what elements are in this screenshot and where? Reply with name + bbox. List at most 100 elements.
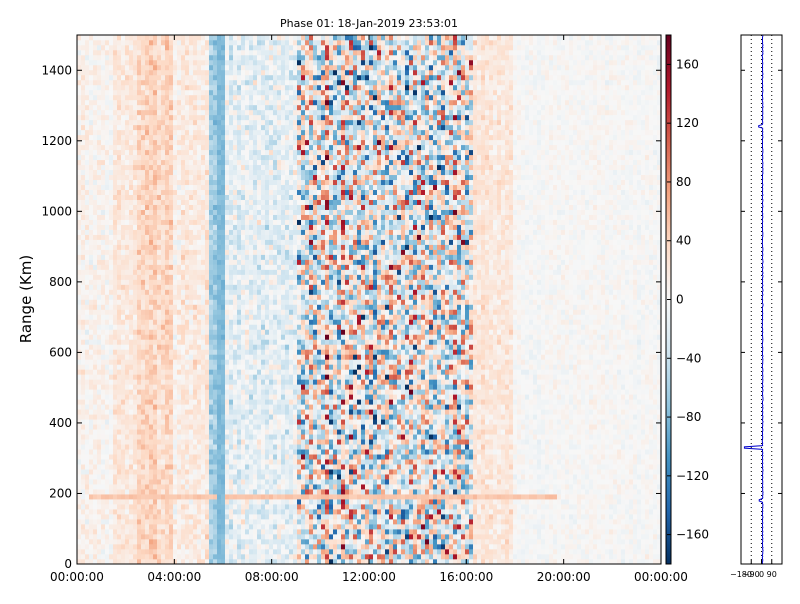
heatmap-cell (105, 204, 110, 210)
heatmap-cell (197, 94, 202, 101)
heatmap-cell (109, 89, 114, 96)
heatmap-cell (157, 54, 162, 61)
heatmap-cell (125, 134, 130, 141)
heatmap-cell (233, 214, 238, 220)
heatmap-cell (85, 169, 90, 176)
heatmap-cell (253, 414, 258, 420)
heatmap-cell (197, 74, 202, 81)
heatmap-cell (105, 229, 110, 235)
heatmap-cell (205, 414, 210, 420)
heatmap-cell (241, 509, 246, 515)
heatmap-cell (93, 499, 98, 505)
heatmap-cell (81, 89, 86, 96)
heatmap-cell (89, 504, 94, 510)
heatmap-cell (233, 249, 238, 255)
heatmap-cell (257, 474, 262, 480)
heatmap-cell (161, 49, 166, 56)
heatmap-cell (225, 429, 230, 435)
heatmap-cell (101, 369, 106, 375)
heatmap-cell (121, 284, 126, 290)
heatmap-cell (137, 524, 142, 530)
heatmap-cell (161, 489, 166, 495)
heatmap-cell (157, 494, 162, 500)
heatmap-cell (257, 114, 262, 121)
heatmap-cell (253, 314, 258, 320)
heatmap-cell (181, 309, 186, 315)
heatmap-cell (225, 534, 230, 540)
heatmap-cell (133, 304, 138, 310)
heatmap-cell (93, 39, 98, 46)
heatmap-cell (181, 329, 186, 335)
heatmap-cell (101, 35, 106, 41)
heatmap-cell (97, 114, 102, 121)
heatmap-cell (233, 229, 238, 235)
heatmap-cell (201, 174, 206, 181)
heatmap-cell (261, 129, 266, 136)
heatmap-cell (253, 334, 258, 340)
heatmap-cell (129, 429, 134, 435)
heatmap-cell (245, 369, 250, 375)
heatmap-cell (173, 379, 178, 385)
heatmap-cell (137, 539, 142, 545)
heatmap-cell (129, 384, 134, 390)
heatmap-cell (133, 554, 138, 560)
heatmap-cell (105, 314, 110, 320)
heatmap-cell (89, 119, 94, 126)
heatmap-cell (121, 514, 126, 520)
heatmap-cell (173, 359, 178, 365)
heatmap-cell (257, 319, 262, 325)
heatmap-cell (241, 199, 246, 205)
heatmap-cell (121, 529, 126, 535)
heatmap-cell (165, 494, 170, 500)
heatmap-cell (145, 49, 150, 56)
heatmap-cell (77, 409, 82, 415)
heatmap-cell (105, 299, 110, 305)
heatmap-cell (145, 264, 150, 270)
heatmap-cell (153, 129, 158, 136)
heatmap-cell (169, 469, 174, 475)
heatmap-cell (149, 559, 154, 565)
heatmap-cell (101, 354, 106, 360)
heatmap-cell (133, 334, 138, 340)
heatmap-cell (97, 364, 102, 370)
heatmap-cell (85, 434, 90, 440)
heatmap-cell (81, 304, 86, 310)
heatmap-cell (209, 359, 214, 365)
heatmap-cell (149, 509, 154, 515)
heatmap-cell (197, 99, 202, 106)
heatmap-cell (133, 69, 138, 76)
heatmap-cell (105, 324, 110, 330)
heatmap-cell (221, 259, 226, 265)
heatmap-cell (229, 79, 234, 86)
heatmap-cell (145, 284, 150, 290)
heatmap-cell (145, 344, 150, 350)
heatmap-cell (173, 284, 178, 290)
heatmap-cell (113, 469, 118, 475)
heatmap-cell (97, 279, 102, 285)
heatmap-cell (189, 204, 194, 210)
heatmap-cell (165, 204, 170, 210)
heatmap-cell (149, 204, 154, 210)
heatmap-cell (117, 194, 122, 200)
heatmap-cell (121, 309, 126, 315)
heatmap-cell (177, 154, 182, 161)
heatmap-cell (125, 429, 130, 435)
heatmap-cell (113, 479, 118, 485)
heatmap-cell (153, 244, 158, 250)
heatmap-cell (165, 139, 170, 146)
heatmap-cell (237, 239, 242, 245)
heatmap-cell (245, 194, 250, 200)
heatmap-cell (205, 284, 210, 290)
heatmap-cell (97, 509, 102, 515)
heatmap-cell (149, 64, 154, 71)
heatmap-cell (209, 479, 214, 485)
heatmap-cell (185, 389, 190, 395)
heatmap-cell (121, 149, 126, 156)
heatmap-cell (205, 359, 210, 365)
heatmap-cell (81, 169, 86, 176)
heatmap-cell (105, 459, 110, 465)
heatmap-cell (261, 154, 266, 161)
heatmap-cell (105, 509, 110, 515)
heatmap-cell (205, 209, 210, 215)
heatmap-cell (121, 74, 126, 81)
